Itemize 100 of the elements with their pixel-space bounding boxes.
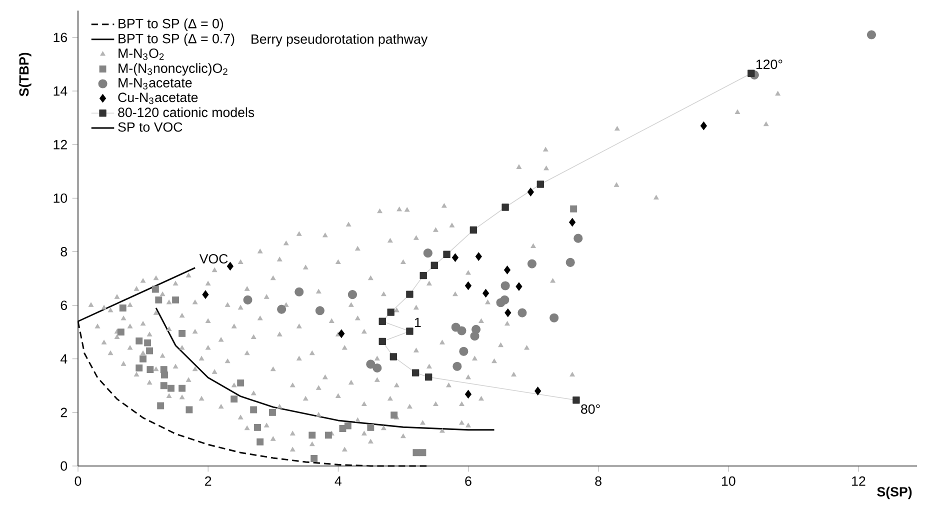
point	[572, 396, 580, 404]
point	[372, 363, 382, 373]
point	[157, 402, 164, 410]
point	[504, 266, 511, 274]
annotation: 1	[414, 318, 421, 328]
point	[243, 295, 252, 304]
point	[412, 369, 420, 376]
point	[464, 390, 472, 398]
y-tick-label: 14	[54, 86, 68, 96]
point	[186, 406, 193, 414]
point	[527, 259, 537, 268]
y-tick-label: 2	[60, 408, 67, 418]
y-tick-label: 0	[60, 461, 68, 471]
point	[700, 122, 707, 130]
point	[168, 384, 174, 392]
point	[536, 180, 544, 188]
point	[178, 384, 186, 392]
annotation: 80°	[581, 404, 600, 414]
point	[294, 287, 304, 296]
point	[470, 332, 480, 341]
x-tick-label: 12	[852, 476, 866, 486]
point	[574, 234, 583, 243]
point	[459, 346, 468, 356]
point	[315, 306, 324, 316]
legend-label: BPT to SP (Δ = 0)	[118, 18, 224, 31]
point	[348, 290, 358, 300]
point	[516, 282, 522, 291]
point	[237, 380, 244, 386]
legend-label: 80-120 cationic models	[118, 107, 254, 118]
point	[230, 396, 238, 403]
point	[423, 248, 432, 258]
point	[144, 339, 152, 346]
point	[470, 226, 478, 234]
point	[338, 329, 345, 338]
point	[566, 258, 575, 267]
point	[250, 406, 258, 414]
point	[254, 424, 261, 431]
legend-label: BPT to SP (Δ = 0.7)	[118, 34, 234, 46]
point	[378, 338, 386, 346]
point	[457, 326, 466, 336]
y-tick-label: 8	[60, 247, 68, 256]
point	[569, 218, 576, 227]
point	[136, 337, 143, 344]
legend-label: M-N$_{3}$acetate	[118, 78, 192, 90]
point	[202, 290, 209, 299]
x-axis-title: S(SP)	[877, 486, 912, 500]
point	[310, 455, 318, 462]
point	[387, 308, 394, 316]
line-series	[155, 307, 495, 431]
point	[452, 253, 458, 262]
point	[406, 328, 414, 335]
legend-label: Cu-N$_{3}$acetate	[118, 92, 198, 104]
x-tick-label: 6	[465, 476, 472, 486]
point	[277, 304, 286, 314]
x-tick-label: 0	[74, 476, 82, 486]
y-tick-label: 10	[54, 193, 68, 203]
point	[378, 318, 386, 325]
point	[308, 432, 316, 439]
point	[500, 295, 510, 304]
y-tick-label: 16	[54, 32, 68, 42]
point	[269, 408, 276, 416]
point	[119, 304, 126, 312]
annotation: Berry pseudorotation pathway	[252, 34, 428, 46]
point	[482, 288, 490, 298]
y-tick-label: 4	[60, 354, 68, 364]
legend-label: SP to VOC	[118, 122, 182, 132]
point	[412, 449, 420, 456]
point	[146, 366, 154, 374]
point	[518, 308, 527, 318]
y-axis-title: S(TBP)	[18, 52, 32, 96]
point	[464, 281, 472, 290]
annotation: 120°	[756, 60, 782, 70]
point	[866, 30, 876, 40]
point	[366, 360, 376, 369]
point	[419, 449, 426, 456]
point	[748, 70, 755, 77]
point	[390, 353, 398, 360]
point	[256, 438, 264, 446]
point	[420, 272, 427, 280]
point	[390, 412, 398, 419]
point	[500, 281, 510, 290]
point	[152, 286, 159, 293]
x-tick-label: 8	[595, 476, 602, 486]
point	[502, 204, 509, 211]
point	[146, 347, 154, 354]
point	[367, 424, 374, 431]
y-tick-label: 12	[54, 140, 67, 150]
legend-label: M-(N$_{3}$noncyclic)O$_{2}$	[118, 63, 228, 76]
point	[117, 328, 124, 336]
point	[172, 296, 180, 304]
point	[324, 432, 332, 439]
point	[475, 252, 482, 261]
point	[534, 386, 542, 396]
point	[452, 362, 462, 371]
point	[550, 313, 559, 322]
legend-label: M-N$_{3}$O$_{2}$	[118, 48, 164, 60]
point	[344, 422, 352, 430]
point	[504, 308, 512, 318]
point	[226, 262, 234, 270]
annotation: VOC	[199, 254, 228, 264]
